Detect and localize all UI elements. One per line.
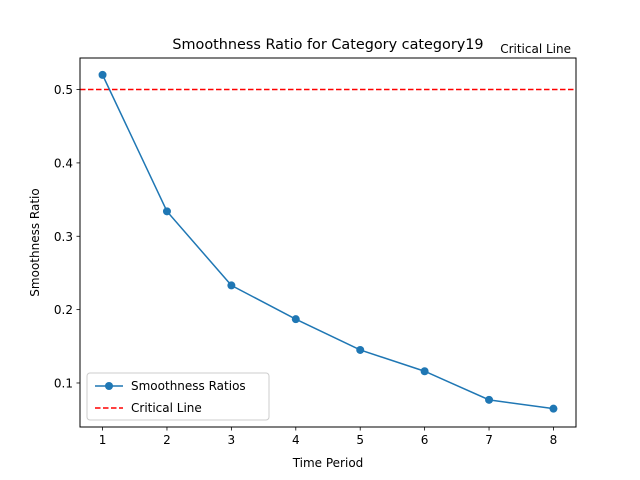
x-tick-label: 7 — [485, 433, 493, 447]
x-tick-label: 2 — [163, 433, 171, 447]
y-tick-label: 0.3 — [54, 230, 73, 244]
data-point — [356, 345, 365, 354]
legend-critical-line-label: Critical Line — [131, 401, 202, 415]
x-axis-label: Time Period — [292, 456, 364, 470]
data-point — [549, 404, 558, 413]
critical-line-annotation: Critical Line — [500, 42, 571, 56]
x-tick-label: 4 — [292, 433, 300, 447]
chart-title: Smoothness Ratio for Category category19 — [172, 37, 483, 53]
x-tick-label: 5 — [356, 433, 364, 447]
x-axis-ticks: 1 2 3 4 5 6 7 8 — [99, 427, 558, 447]
y-tick-label: 0.5 — [54, 83, 73, 97]
y-tick-label: 0.2 — [54, 303, 73, 317]
data-point — [98, 70, 107, 79]
data-point — [291, 315, 300, 324]
y-axis-ticks: 0.1 0.2 0.3 0.4 0.5 — [54, 83, 80, 390]
x-tick-label: 1 — [99, 433, 107, 447]
legend: Smoothness Ratios Critical Line — [86, 372, 270, 421]
data-point — [227, 281, 236, 290]
data-point — [420, 367, 429, 376]
y-tick-label: 0.4 — [54, 156, 73, 170]
data-point — [485, 395, 494, 404]
legend-frame — [86, 372, 270, 421]
legend-series-label: Smoothness Ratios — [131, 379, 246, 393]
plot-marks — [80, 70, 576, 413]
legend-series-marker-swatch — [105, 382, 113, 390]
x-tick-label: 6 — [421, 433, 429, 447]
series-line-0 — [101, 74, 554, 410]
x-tick-label: 8 — [550, 433, 558, 447]
y-axis-label: Smoothness Ratio — [28, 188, 42, 296]
x-tick-label: 3 — [228, 433, 236, 447]
data-point — [162, 207, 171, 216]
plot-frame — [79, 57, 577, 428]
y-tick-label: 0.1 — [54, 376, 73, 390]
